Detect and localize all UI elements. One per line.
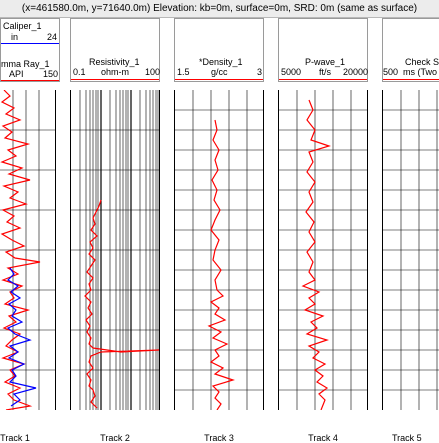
- density-min: 1.5: [177, 67, 190, 77]
- check-shot-curve-name: Check Sh: [405, 57, 439, 67]
- track-5[interactable]: Check Sh 500 ms (Two Track 5: [382, 18, 439, 443]
- caliper-unit: in: [11, 32, 19, 42]
- caliper-max: 24: [47, 32, 58, 42]
- density-max: 3: [257, 67, 263, 77]
- track-2-label: Track 2: [100, 433, 130, 443]
- gamma-ray-curve: [0, 90, 41, 410]
- window-title: (x=461580.0m, y=71640.0m) Elevation: kb=…: [0, 0, 439, 18]
- track-2-header[interactable]: Resistivity_1 0.1 ohm-m 100: [70, 18, 160, 82]
- gamma-ray-curve-name: mma Ray_1: [1, 59, 50, 69]
- track-1-plot[interactable]: [0, 90, 56, 410]
- track-1-header[interactable]: Caliper_1 in 24 mma Ray_1 API 150: [0, 18, 60, 82]
- resistivity-curve: [84, 199, 159, 409]
- p-wave-curve-name: P-wave_1: [305, 57, 346, 67]
- track-2-curves: [71, 90, 159, 410]
- track-4-header[interactable]: P-wave_1 5000 ft/s 20000: [278, 18, 368, 82]
- track-2-plot[interactable]: [70, 90, 160, 410]
- p-wave-scale-line: [279, 79, 367, 80]
- track-1-label: Track 1: [0, 433, 30, 443]
- gamma-ray-max: 150: [43, 69, 59, 79]
- resistivity-curve-name: Resistivity_1: [89, 57, 140, 67]
- caliper-curve-name: Caliper_1: [3, 21, 42, 31]
- check-shot-unit: ms (Two: [403, 67, 438, 77]
- track-3-curves: [175, 90, 263, 410]
- track-2[interactable]: Resistivity_1 0.1 ohm-m 100: [70, 18, 160, 443]
- track-4[interactable]: P-wave_1 5000 ft/s 20000 Track 4: [278, 18, 368, 443]
- track-3-header[interactable]: *Density_1 1.5 g/cc 3: [174, 18, 264, 82]
- check-shot-scale-line: [383, 79, 439, 80]
- caliper-scale-line: [1, 43, 59, 44]
- density-unit: g/cc: [211, 67, 228, 77]
- track-5-label: Track 5: [392, 433, 422, 443]
- p-wave-unit: ft/s: [319, 67, 332, 77]
- resistivity-scale-line: [71, 79, 159, 80]
- p-wave-curve: [301, 99, 331, 410]
- check-shot-min: 500: [383, 67, 399, 77]
- track-4-curves: [279, 90, 367, 410]
- track-1[interactable]: Caliper_1 in 24 mma Ray_1 API 150 Track …: [0, 18, 60, 443]
- track-4-plot[interactable]: [278, 90, 368, 410]
- track-3-label: Track 3: [204, 433, 234, 443]
- density-scale-line: [175, 79, 263, 80]
- track-3-plot[interactable]: [174, 90, 264, 410]
- track-5-plot[interactable]: [382, 90, 439, 410]
- density-curve: [207, 119, 235, 410]
- track-3[interactable]: *Density_1 1.5 g/cc 3 Track 3: [174, 18, 264, 443]
- p-wave-max: 20000: [343, 67, 369, 77]
- resistivity-unit: ohm-m: [101, 67, 130, 77]
- caliper-curve: [6, 267, 37, 407]
- gamma-ray-scale-line: [1, 80, 59, 81]
- track-1-curves: [0, 90, 55, 410]
- resistivity-min: 0.1: [73, 67, 86, 77]
- track-5-header[interactable]: Check Sh 500 ms (Two: [382, 18, 439, 82]
- track-4-label: Track 4: [308, 433, 338, 443]
- p-wave-min: 5000: [281, 67, 302, 77]
- track-5-grid: [383, 90, 439, 410]
- resistivity-max: 100: [145, 67, 161, 77]
- density-curve-name: *Density_1: [199, 57, 243, 67]
- gamma-ray-unit: API: [9, 69, 24, 79]
